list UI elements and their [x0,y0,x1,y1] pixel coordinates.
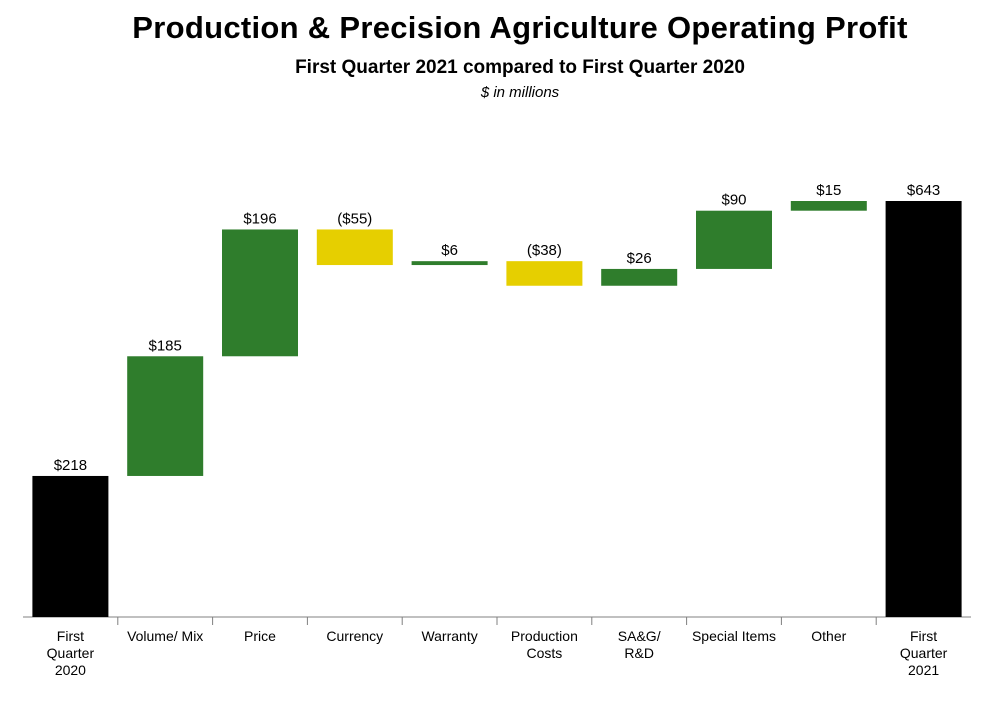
waterfall-bar [411,261,488,266]
data-label: ($38) [527,242,562,259]
x-tick-label: Warranty [421,628,477,644]
chart-subtitle: First Quarter 2021 compared to First Qua… [295,57,745,78]
x-tick-label: Other [811,628,846,644]
data-label: $26 [627,250,652,267]
waterfall-bar [601,268,678,286]
x-tick-label: SA&G/ [618,628,661,644]
waterfall-bar [32,475,109,617]
x-tick-label: R&D [624,645,654,661]
chart-title: Production & Precision Agriculture Opera… [132,10,908,45]
waterfall-bar [506,261,583,286]
data-label: ($55) [337,210,372,227]
waterfall-bar [885,201,962,617]
waterfall-bar [127,356,204,476]
x-tick-label: Quarter [900,645,948,661]
x-tick-label: Price [244,628,276,644]
x-tick-label: 2020 [55,662,86,678]
x-tick-label: Quarter [47,645,95,661]
x-tick-label: First [57,628,84,644]
data-label: $185 [149,337,182,354]
x-tick-label: Special Items [692,628,776,644]
data-label: $643 [907,182,940,199]
x-tick-label: Production [511,628,578,644]
data-label: $218 [54,457,87,474]
waterfall-bar [790,201,867,211]
waterfall-bar [222,229,298,357]
data-label: $90 [721,192,746,209]
x-tick-label: Costs [527,645,563,661]
x-tick-label: Volume/ Mix [127,628,203,644]
data-label: $6 [441,242,458,259]
data-label: $15 [816,182,841,199]
data-label: $196 [243,210,276,227]
x-tick-label: 2021 [908,662,939,678]
waterfall-bar [696,210,772,269]
waterfall-bar [316,229,393,266]
chart-units: $ in millions [480,84,560,101]
x-tick-label: Currency [326,628,383,644]
x-tick-label: First [910,628,937,644]
